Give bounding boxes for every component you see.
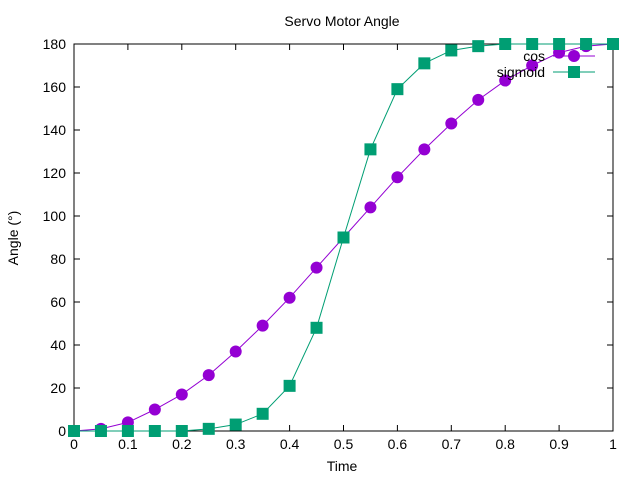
data-point-cos xyxy=(499,74,512,87)
data-point-sigmoid xyxy=(202,422,215,435)
series-layer xyxy=(68,38,619,437)
data-point-sigmoid xyxy=(94,425,107,437)
x-axis-label: Time xyxy=(327,458,358,474)
data-point-cos xyxy=(445,117,458,130)
legend-marker-cos xyxy=(568,50,580,62)
x-tick-label: 0.2 xyxy=(172,436,192,452)
data-point-sigmoid xyxy=(553,38,566,50)
data-point-sigmoid xyxy=(418,57,431,70)
x-tick-label: 0.8 xyxy=(495,436,515,452)
x-tick-label: 0.4 xyxy=(280,436,300,452)
data-point-sigmoid xyxy=(229,418,242,431)
data-point-cos xyxy=(148,403,161,416)
legend-label-cos: cos xyxy=(523,48,545,64)
x-tick-label: 1 xyxy=(609,436,617,452)
x-tick-label: 0.5 xyxy=(334,436,354,452)
data-point-sigmoid xyxy=(607,38,619,50)
chart-title: Servo Motor Angle xyxy=(284,13,399,29)
data-point-sigmoid xyxy=(364,143,377,156)
data-point-cos xyxy=(283,291,296,304)
x-tick-label: 0.6 xyxy=(388,436,408,452)
data-point-sigmoid xyxy=(283,379,296,392)
data-point-cos xyxy=(256,319,269,332)
data-point-sigmoid xyxy=(310,321,323,334)
y-tick-label: 140 xyxy=(43,122,67,138)
data-point-cos xyxy=(364,201,377,214)
y-tick-label: 60 xyxy=(50,294,66,310)
data-point-sigmoid xyxy=(256,407,269,420)
legend-marker-sigmoid xyxy=(568,66,580,78)
y-tick-label: 160 xyxy=(43,79,67,95)
y-tick-label: 20 xyxy=(50,380,66,396)
y-tick-label: 180 xyxy=(43,36,67,52)
data-point-sigmoid xyxy=(121,425,134,437)
data-point-sigmoid xyxy=(472,40,485,53)
data-point-cos xyxy=(202,369,215,382)
data-point-cos xyxy=(229,345,242,358)
data-point-sigmoid xyxy=(148,425,161,437)
data-point-sigmoid xyxy=(175,425,188,437)
y-axis: 0 20 40 60 80 100 120 140 160 180 xyxy=(43,36,613,439)
data-point-cos xyxy=(526,59,539,72)
data-point-cos xyxy=(418,143,431,156)
data-point-sigmoid xyxy=(337,231,350,244)
data-point-cos xyxy=(472,93,485,106)
data-point-sigmoid xyxy=(391,83,404,96)
data-point-cos xyxy=(175,388,188,401)
data-point-sigmoid xyxy=(580,38,593,50)
x-tick-label: 0.3 xyxy=(226,436,246,452)
y-tick-label: 40 xyxy=(50,337,66,353)
x-tick-label: 0.9 xyxy=(549,436,569,452)
series-sigmoid xyxy=(68,38,619,437)
x-axis: 0 0.1 0.2 0.3 0.4 0.5 0.6 0.7 0.8 0.9 1 xyxy=(70,44,617,452)
y-tick-label: 80 xyxy=(50,251,66,267)
data-point-sigmoid xyxy=(445,44,458,57)
x-tick-label: 0.1 xyxy=(118,436,138,452)
data-point-cos xyxy=(310,261,323,274)
y-tick-label: 120 xyxy=(43,165,67,181)
y-axis-label: Angle (°) xyxy=(5,211,21,266)
data-point-sigmoid xyxy=(526,38,539,50)
data-point-cos xyxy=(391,171,404,184)
x-tick-label: 0.7 xyxy=(442,436,462,452)
data-point-sigmoid xyxy=(499,38,512,50)
x-tick-label: 0 xyxy=(70,436,78,452)
data-point-sigmoid xyxy=(68,425,80,437)
y-tick-label: 0 xyxy=(58,423,66,439)
legend-label-sigmoid: sigmoid xyxy=(497,64,545,80)
y-tick-label: 100 xyxy=(43,208,67,224)
